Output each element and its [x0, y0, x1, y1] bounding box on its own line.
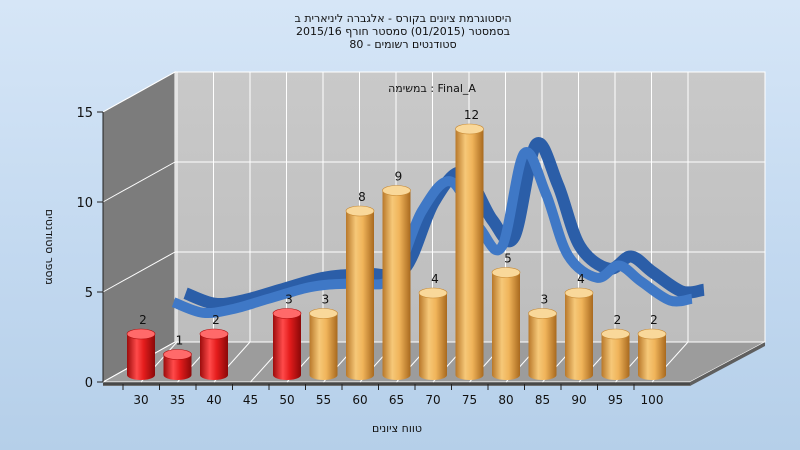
y-tick-label-0: 0: [85, 376, 93, 391]
data-label-95: 2: [614, 313, 622, 327]
bar-top-50: [272, 308, 302, 319]
x-tick-label-45: 45: [243, 393, 258, 407]
data-label-70: 4: [431, 272, 439, 286]
bar-body-50: [273, 313, 301, 380]
bar-top-80: [491, 267, 521, 278]
grid-line-wall-10: [102, 161, 176, 203]
x-tick-label-70: 70: [425, 393, 440, 407]
bar-top-55: [309, 308, 338, 319]
bar-top-90: [564, 287, 594, 299]
x-axis-label: טווח ציונים: [372, 422, 422, 435]
bar-40: 2: [199, 313, 229, 380]
chart-subtitle: במשימה : Final_A: [388, 82, 476, 95]
bar-body-30: [127, 334, 155, 380]
y-tick-label-10: 10: [76, 196, 93, 211]
chart-title-line-2: בסמסטר (01/2015) סמסטר חורף 2015/16: [296, 25, 510, 38]
bar-top-35: [163, 349, 192, 360]
data-label-50: 3: [285, 293, 293, 307]
bar-80: 5: [491, 252, 521, 380]
data-label-60: 8: [358, 190, 366, 204]
data-label-85: 3: [541, 293, 549, 307]
grid-line-wall-15: [102, 71, 176, 113]
x-tick-label-100: 100: [641, 393, 664, 407]
x-tick-label-90: 90: [571, 393, 586, 407]
x-tick-label-80: 80: [498, 393, 513, 407]
y-axis-label: מספר סטודנטים: [43, 209, 56, 285]
x-tick-label-65: 65: [389, 393, 404, 407]
bar-body-35: [163, 354, 192, 380]
bar-body-40: [200, 334, 228, 380]
bar-top-30: [126, 328, 156, 340]
bar-body-60: [346, 211, 374, 380]
x-tick-label-35: 35: [170, 393, 185, 407]
y-tick-label-15: 15: [76, 106, 93, 121]
data-label-90: 4: [577, 272, 585, 286]
bar-75: 12: [455, 108, 484, 380]
data-label-80: 5: [504, 252, 512, 266]
bar-body-100: [638, 334, 666, 380]
bar-top-60: [345, 205, 375, 217]
bar-top-65: [382, 185, 411, 196]
bar-top-75: [455, 123, 484, 135]
bar-30: 2: [126, 313, 156, 380]
x-tick-label-30: 30: [133, 393, 148, 407]
x-tick-label-75: 75: [462, 393, 477, 407]
bar-body-85: [528, 313, 557, 380]
bar-100: 2: [637, 313, 667, 380]
grid-line-wall-5: [102, 251, 176, 293]
data-label-100: 2: [650, 313, 658, 327]
bar-body-95: [601, 334, 630, 380]
bar-top-70: [418, 287, 448, 299]
data-label-35: 1: [176, 334, 184, 348]
data-label-55: 3: [322, 293, 330, 307]
data-label-65: 9: [395, 170, 403, 184]
bar-body-70: [419, 293, 447, 380]
data-label-40: 2: [212, 313, 220, 327]
y-tick-label-5: 5: [85, 286, 93, 301]
bar-body-90: [565, 293, 593, 380]
bar-top-95: [601, 328, 630, 340]
x-tick-label-95: 95: [608, 393, 623, 407]
chart-title-line-1: היסטוגרמת ציונים בקורס - אלגברה ליניארית…: [294, 12, 511, 25]
bar-60: 8: [345, 190, 375, 380]
bar-90: 4: [564, 272, 594, 380]
x-tick-label-85: 85: [535, 393, 550, 407]
data-label-30: 2: [139, 313, 147, 327]
bar-55: 3: [309, 293, 338, 380]
bar-65: 9: [382, 170, 411, 380]
plot-right-edge: [690, 342, 765, 386]
bar-body-80: [492, 272, 520, 380]
bar-top-100: [637, 328, 667, 340]
data-label-75: 12: [464, 108, 479, 122]
bar-top-85: [528, 308, 557, 319]
bar-85: 3: [528, 293, 557, 380]
chart-title-line-3: סטודנטים רשומים - 80: [349, 38, 456, 51]
x-tick-label-60: 60: [352, 393, 367, 407]
x-tick-label-55: 55: [316, 393, 331, 407]
bar-body-55: [309, 313, 338, 380]
bar-top-40: [199, 328, 229, 340]
x-tick-label-50: 50: [279, 393, 294, 407]
bar-body-75: [455, 129, 484, 380]
x-tick-label-40: 40: [206, 393, 221, 407]
bar-35: 1: [163, 334, 192, 380]
bar-95: 2: [601, 313, 630, 380]
bar-body-65: [382, 190, 411, 380]
bar-50: 3: [272, 293, 302, 380]
bar-70: 4: [418, 272, 448, 380]
